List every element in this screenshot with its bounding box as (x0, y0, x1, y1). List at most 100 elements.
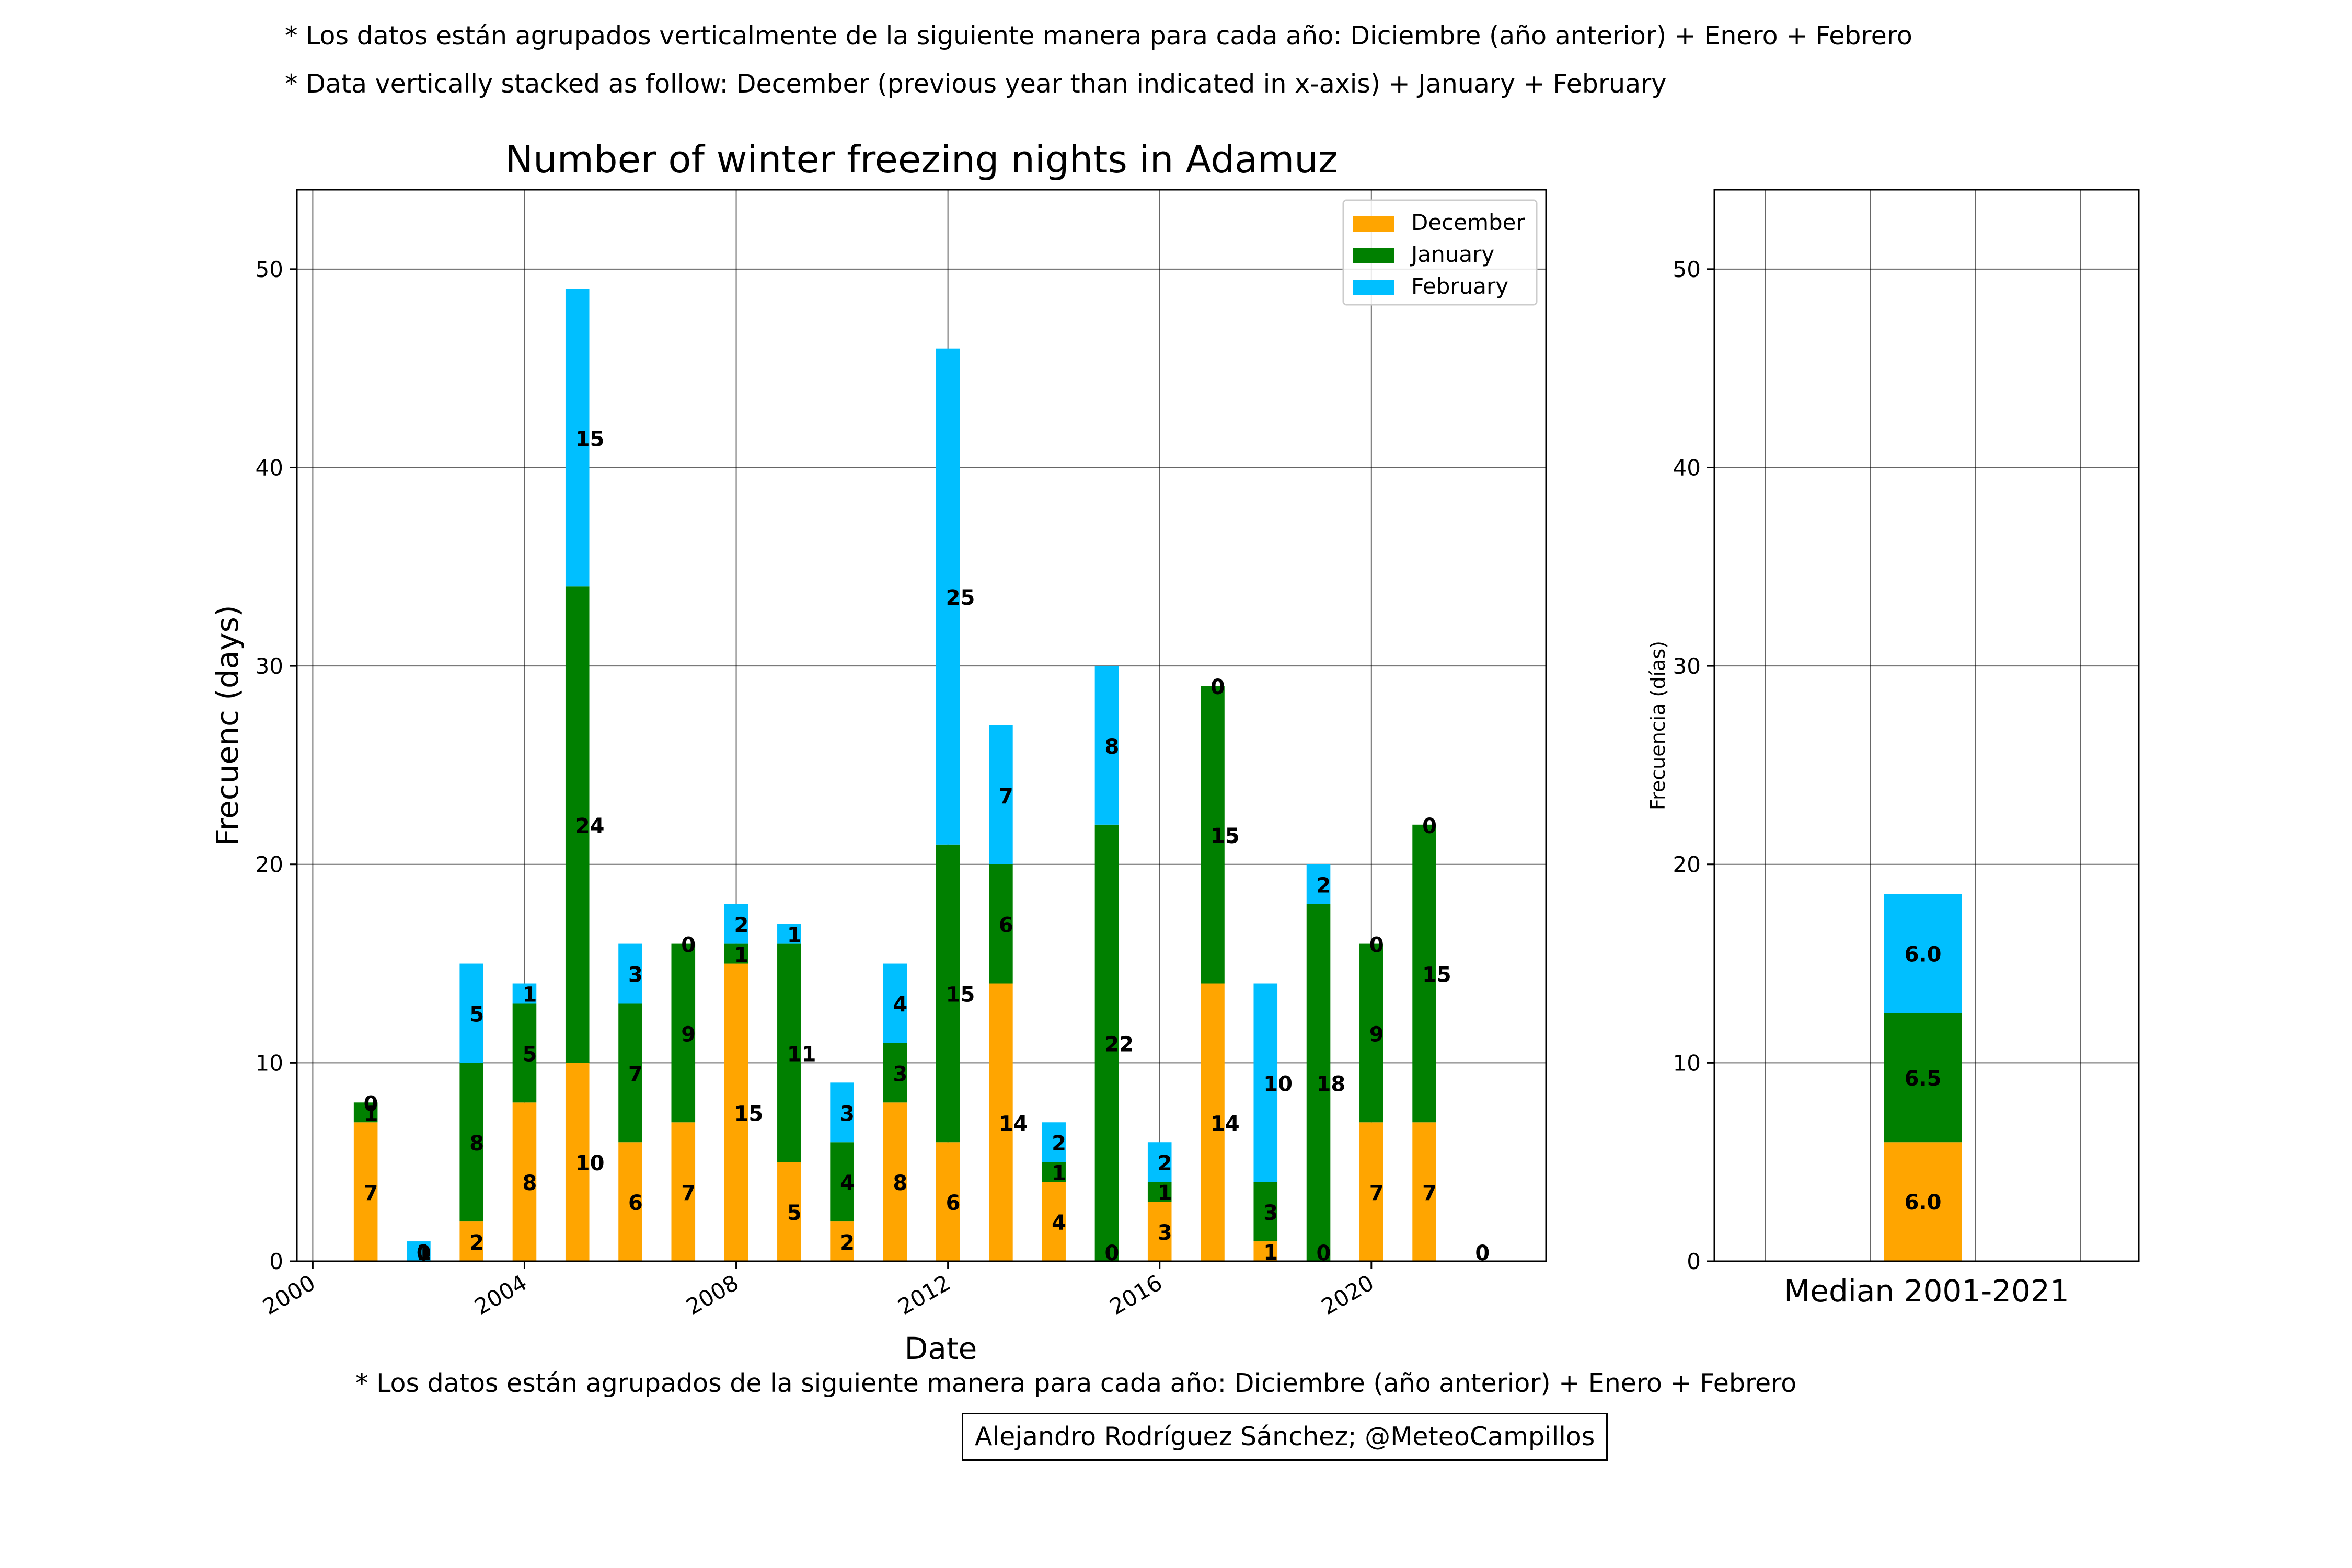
y-tick-label: 0 (1687, 1249, 1701, 1274)
bar-value-label: 3 (893, 1062, 907, 1086)
bar-value-label: 2 (1158, 1151, 1172, 1175)
bar-december (565, 1063, 590, 1261)
bar-value-label: 0 (681, 933, 696, 958)
bar-january (512, 1003, 537, 1103)
bar-value-label: 2 (1052, 1132, 1066, 1156)
median-value-label: 6.0 (1905, 943, 1942, 967)
median-value-label: 6.5 (1905, 1067, 1942, 1091)
median-value-labels: 6.0 6.5 6.0 (1905, 943, 1942, 1215)
note-top-spanish: * Los datos están agrupados verticalment… (285, 21, 1912, 51)
bar-value-label: 3 (840, 1102, 855, 1126)
bar-value-label: 1 (364, 1102, 378, 1126)
bar-value-label: 6 (999, 914, 1013, 938)
bar-december (1201, 983, 1225, 1261)
legend-swatch-february (1353, 280, 1394, 295)
median-y-axis-label: Frecuencia (días) (1646, 641, 1669, 810)
bar-value-label: 14 (1210, 1112, 1240, 1136)
bar-december (671, 1122, 696, 1261)
bar-value-label: 5 (787, 1201, 802, 1225)
x-tick-label: 2016 (1105, 1270, 1167, 1320)
y-tick-label: 50 (256, 257, 283, 282)
bar-january (1306, 904, 1331, 1261)
legend-swatch-december (1353, 216, 1394, 232)
bar-december (777, 1162, 801, 1261)
median-bar-february (1884, 894, 1962, 1013)
bar-value-label: 4 (1052, 1211, 1066, 1235)
y-axis-label: Frecuenc (days) (210, 605, 245, 846)
bar-january (1253, 1182, 1278, 1242)
bar-value-label: 7 (364, 1181, 378, 1205)
median-chart: 6.0 6.5 6.0 0 10 20 30 40 50 Median 2001-2021 Frec… (1646, 189, 2140, 1309)
bar-december (618, 1142, 642, 1261)
median-bar-december (1884, 1142, 1962, 1261)
bar-value-label: 6 (628, 1191, 643, 1215)
bar-february (830, 1082, 854, 1143)
y-tick-label: 10 (256, 1050, 283, 1076)
y-tick-label: 10 (1673, 1050, 1701, 1076)
bar-january (830, 1142, 854, 1222)
bar-december (1359, 1122, 1383, 1261)
bar-value-label: 1 (522, 983, 537, 1007)
bar-value-label: 7 (999, 785, 1013, 809)
median-x-label: Median 2001-2021 (1784, 1273, 2069, 1309)
x-axis-label: Date (905, 1331, 977, 1366)
bar-february (1253, 983, 1278, 1182)
bar-february (1094, 666, 1119, 825)
legend: December January February (1342, 199, 1538, 306)
bar-value-label: 1 (1158, 1181, 1172, 1205)
chart-title: Number of winter freezing nights in Adam… (505, 137, 1338, 181)
median-ticks: 0 10 20 30 40 50 (1673, 257, 1714, 1274)
bar-value-label: 15 (1422, 963, 1451, 987)
x-tick-label: 2004 (470, 1270, 531, 1320)
median-grid (1714, 190, 2139, 1262)
bar-february (565, 289, 590, 587)
median-value-label: 6.0 (1905, 1191, 1942, 1215)
note-bottom-spanish: * Los datos están agrupados de la siguie… (355, 1368, 1797, 1398)
x-tick-label: 2000 (258, 1270, 319, 1320)
bar-value-label: 0 (1422, 814, 1437, 838)
bar-december (1147, 1202, 1172, 1261)
bar-december (1042, 1182, 1066, 1261)
note-top-english: * Data vertically stacked as follow: Dec… (285, 69, 1667, 99)
bar-value-label: 2 (1317, 874, 1331, 898)
y-tick-label: 40 (1673, 455, 1701, 480)
bar-value-label: 22 (1104, 1032, 1134, 1056)
bar-value-label: 3 (1263, 1201, 1278, 1225)
bar-value-label: 6 (946, 1191, 961, 1215)
median-bars (1884, 894, 1962, 1261)
bar-value-label: 8 (1104, 735, 1119, 759)
bar-value-label: 8 (469, 1132, 484, 1156)
bar-december (353, 1122, 378, 1261)
bar-december (459, 1221, 483, 1261)
x-tick-label: 2012 (894, 1270, 955, 1320)
bar-february (777, 924, 801, 944)
bar-december (1253, 1241, 1278, 1261)
bar-february (724, 904, 748, 944)
bar-february (883, 963, 907, 1043)
bar-january (1042, 1162, 1066, 1182)
bar-december (883, 1102, 907, 1261)
legend-label-december: December (1411, 210, 1526, 235)
bar-value-label: 10 (1263, 1072, 1293, 1096)
bar-december (724, 963, 748, 1261)
bar-value-label: 2 (734, 914, 749, 938)
bar-value-label: 1 (787, 924, 802, 948)
bar-value-label: 5 (522, 1042, 537, 1066)
y-tick-label: 30 (1673, 653, 1701, 679)
bar-value-label: 25 (946, 586, 975, 610)
bar-value-label: 7 (681, 1181, 696, 1205)
bar-january (724, 943, 748, 964)
bar-value-label: 3 (1158, 1221, 1172, 1245)
bar-january (936, 844, 960, 1143)
y-tick-label: 40 (256, 455, 283, 480)
y-tick-label: 0 (269, 1249, 283, 1274)
median-bar-january (1884, 1013, 1962, 1143)
bar-value-label: 2 (469, 1231, 484, 1255)
x-tick-label: 2020 (1317, 1270, 1378, 1320)
bar-value-label: 0 (364, 1092, 378, 1116)
bar-december (1412, 1122, 1436, 1261)
bar-february (1147, 1142, 1172, 1182)
bar-december (936, 1142, 960, 1261)
